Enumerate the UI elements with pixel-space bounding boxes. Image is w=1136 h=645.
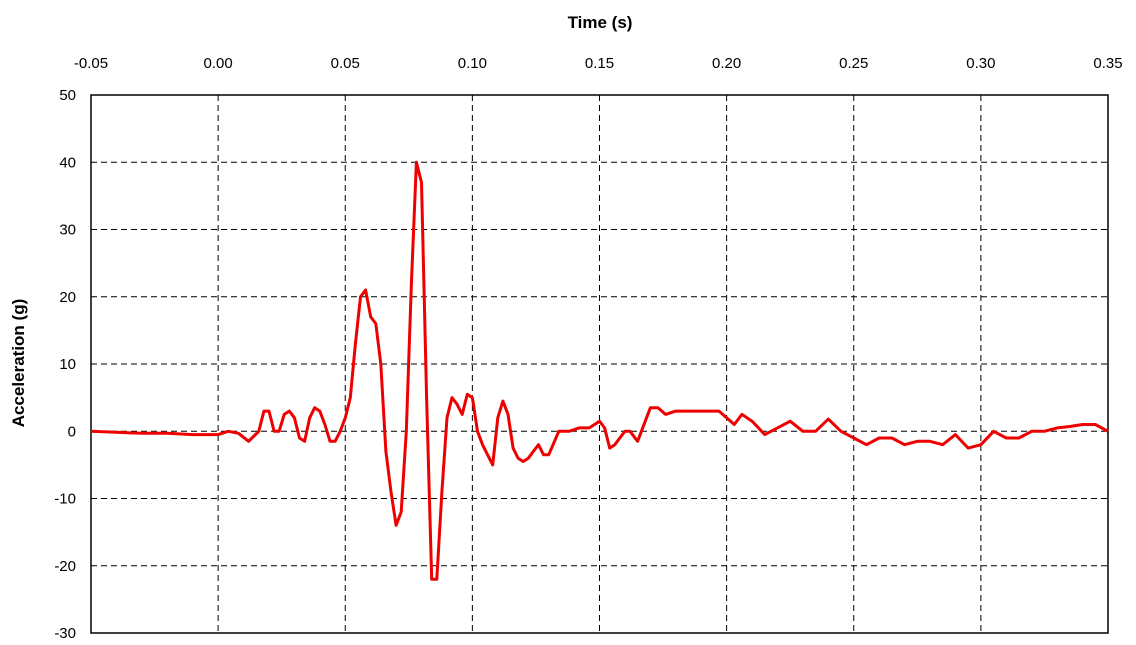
y-tick-label: 30: [59, 222, 76, 239]
y-tick-label: 20: [59, 289, 76, 306]
plot-area-frame: [90, 94, 1109, 634]
x-tick-label: -0.05: [74, 55, 108, 72]
x-tick-label: 0.00: [204, 55, 233, 72]
x-tick-label: 0.10: [458, 55, 487, 72]
y-tick-labels: 50 40 30 20 10 0 -10 -20 -30: [54, 87, 76, 642]
x-tick-label: 0.20: [712, 55, 741, 72]
x-tick-label: 0.25: [839, 55, 868, 72]
y-axis-title: Acceleration (g): [9, 299, 28, 427]
x-tick-label: 0.15: [585, 55, 614, 72]
y-tick-label: -20: [54, 558, 76, 575]
grid-lines: [91, 95, 1108, 633]
y-tick-label: -10: [54, 491, 76, 508]
series-layer: [90, 160, 1109, 581]
x-tick-labels: -0.05 0.00 0.05 0.10 0.15 0.20 0.25 0.30 0.35: [74, 55, 1123, 72]
x-tick-label: 0.05: [331, 55, 360, 72]
x-axis-title: Time (s): [568, 13, 633, 32]
y-tick-label: 10: [59, 356, 76, 373]
y-tick-label: -30: [54, 625, 76, 642]
x-tick-label: 0.35: [1093, 55, 1122, 72]
y-tick-label: 40: [59, 154, 76, 171]
y-tick-label: 0: [68, 423, 76, 440]
y-tick-label: 50: [59, 87, 76, 104]
series-line-0: [90, 160, 1109, 581]
x-tick-label: 0.30: [966, 55, 995, 72]
